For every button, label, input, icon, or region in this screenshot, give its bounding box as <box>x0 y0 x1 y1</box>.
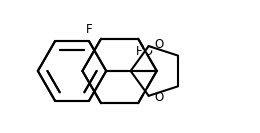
Text: HO: HO <box>136 45 154 59</box>
Text: O: O <box>154 38 163 51</box>
Text: F: F <box>86 23 93 36</box>
Text: O: O <box>154 91 163 104</box>
